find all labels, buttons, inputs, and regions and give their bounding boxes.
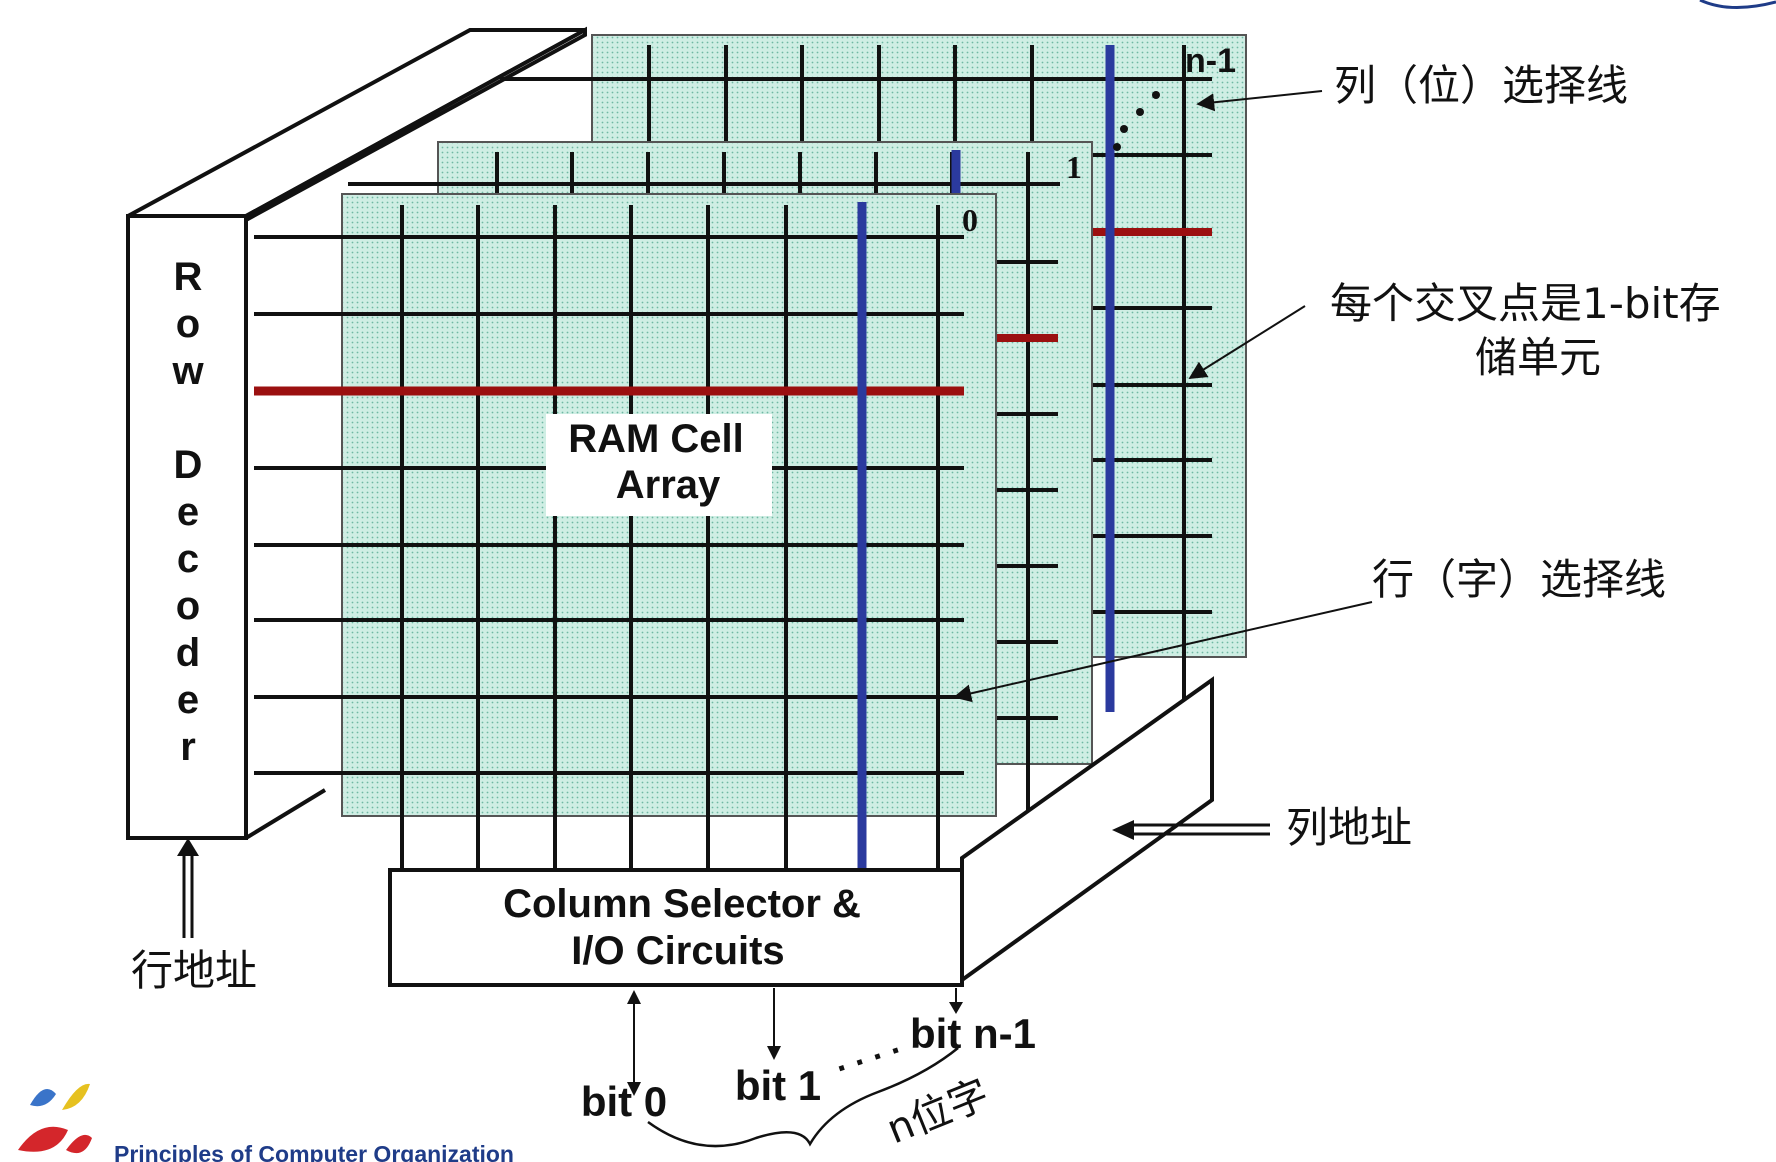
row-decoder-letter: D (174, 443, 203, 487)
bit0-arrow (627, 990, 641, 1096)
row-decoder-letter: R (174, 255, 203, 299)
column-select-callout-label: 列（位）选择线 (1334, 61, 1628, 110)
row-decoder-letter: o (176, 302, 200, 346)
plane-ellipsis (1113, 91, 1160, 151)
row-decoder-letter: w (171, 349, 204, 393)
bit1-arrow (767, 988, 781, 1060)
footer-title: Principles of Computer Organization (114, 1141, 514, 1162)
university-logo (18, 1083, 92, 1154)
row-address-label: 行地址 (131, 946, 257, 995)
corner-logo (1699, 0, 1776, 10)
row-select-callout-line (953, 601, 1373, 703)
row-select-callout-label: 行（字）选择线 (1372, 555, 1666, 604)
row-decoder-letter: c (177, 537, 199, 581)
column-address-arrow (1112, 820, 1270, 840)
bitn-arrow (949, 988, 963, 1014)
ram-cell-array-label-line2: Array (616, 463, 721, 507)
plane-label-1: 1 (1066, 149, 1082, 185)
row-decoder-letter: e (177, 490, 199, 534)
column-select-callout-line (1196, 90, 1323, 112)
ram-cell-array-label-line1: RAM Cell (568, 417, 744, 461)
bit1-label: bit 1 (735, 1062, 821, 1109)
column-selector-label-line1: Column Selector & (503, 882, 861, 926)
row-address-arrow (177, 838, 199, 938)
column-selector-label-line2: I/O Circuits (571, 929, 784, 973)
row-decoder-letter: r (180, 725, 196, 769)
plane-label-0: 0 (962, 202, 978, 238)
bitn-label: bit n-1 (910, 1010, 1036, 1057)
memory-plane-0: 0 RAM Cell Array (254, 193, 997, 870)
column-selector-box: Column Selector & I/O Circuits (388, 868, 964, 987)
word-brace (647, 1047, 959, 1148)
ram-cell-array-label-bg (546, 414, 772, 516)
column-address-label: 列地址 (1286, 803, 1412, 852)
plane-label-n-1: n-1 (1185, 42, 1236, 80)
crosspoint-callout-line (1188, 305, 1306, 379)
bit0-label: bit 0 (581, 1078, 667, 1125)
crosspoint-callout-label-line1: 每个交叉点是1-bit存 (1330, 279, 1721, 328)
crosspoint-callout-label-line2: 储单元 (1475, 333, 1601, 382)
bit-ellipsis: . . . . (829, 1023, 904, 1080)
row-decoder-letter: e (177, 678, 199, 722)
row-decoder-letter: d (176, 631, 200, 675)
row-decoder-letter: o (176, 584, 200, 628)
